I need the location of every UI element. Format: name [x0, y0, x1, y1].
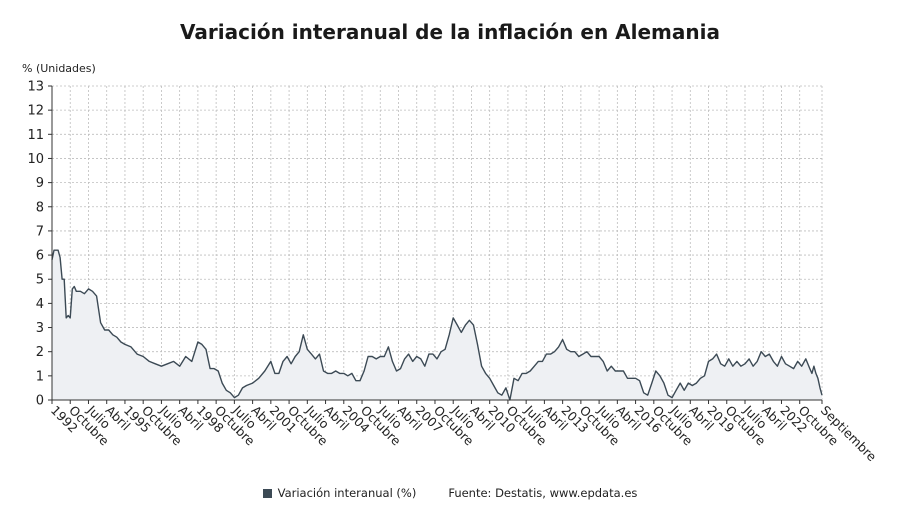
y-tick-label: 2	[36, 345, 44, 360]
source-text: Fuente: Destatis, www.epdata.es	[448, 486, 638, 500]
chart-footer: Variación interanual (%) Fuente: Destati…	[0, 486, 900, 500]
y-tick-label: 0	[36, 394, 44, 409]
legend-item: Variación interanual (%)	[262, 486, 417, 500]
y-tick-label: 13	[27, 80, 44, 95]
y-tick-label: 4	[36, 297, 44, 312]
y-tick-label: 6	[36, 249, 44, 264]
y-axis-label: % (Unidades)	[22, 62, 96, 75]
y-tick-label: 12	[27, 104, 44, 119]
y-tick-label: 5	[36, 273, 44, 288]
legend-swatch	[262, 488, 272, 498]
legend-label: Variación interanual (%)	[277, 486, 417, 500]
series-area	[51, 249, 823, 401]
y-tick-label: 9	[36, 176, 44, 191]
y-tick-label: 7	[36, 224, 44, 239]
grid	[51, 85, 823, 401]
y-tick-label: 8	[36, 200, 44, 215]
series-fill	[52, 250, 822, 400]
y-tick-label: 1	[36, 369, 44, 384]
y-tick-label: 10	[27, 152, 44, 167]
series-line	[51, 249, 823, 401]
y-tick-label: 11	[27, 128, 44, 143]
y-tick-label: 3	[36, 321, 44, 336]
x-ticks: 1992OctubreJulioAbril1995OctubreJulioAbr…	[48, 400, 880, 464]
axes	[51, 86, 822, 401]
chart-title: Variación interanual de la inflación en …	[180, 20, 720, 44]
